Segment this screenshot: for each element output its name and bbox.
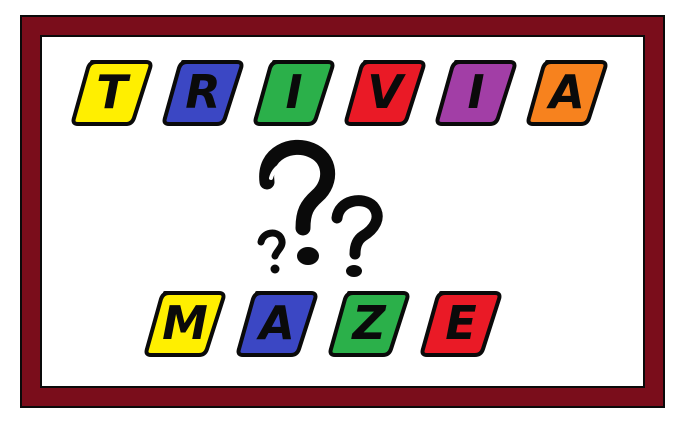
- tile-letter: M: [162, 296, 208, 350]
- tile-letter: R: [185, 65, 221, 119]
- letter-tile: I: [252, 56, 336, 128]
- letter-tile: T: [70, 56, 154, 128]
- letter-tile: Z: [327, 287, 411, 359]
- letter-tile: A: [525, 56, 609, 128]
- letter-tile: M: [143, 287, 227, 359]
- tile-letter: E: [445, 296, 477, 350]
- tile-letter: A: [549, 65, 585, 119]
- tile-letter: T: [96, 65, 128, 119]
- letter-tile: A: [235, 287, 319, 359]
- tile-letter: A: [259, 296, 295, 350]
- letter-tile: V: [343, 56, 427, 128]
- tile-letter: I: [285, 65, 303, 119]
- letter-tile: E: [419, 287, 503, 359]
- tile-letter: I: [467, 65, 485, 119]
- question-marks-icon: [245, 138, 395, 278]
- tile-letter: V: [367, 65, 403, 119]
- letter-tile: R: [161, 56, 245, 128]
- tile-letter: Z: [352, 296, 386, 350]
- letter-tile: I: [434, 56, 518, 128]
